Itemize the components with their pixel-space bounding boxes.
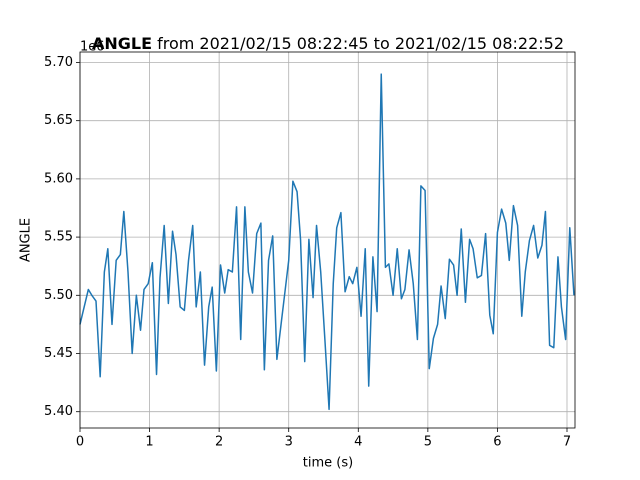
y-tick-label: 5.70 [44, 55, 73, 70]
x-tick-label: 3 [285, 435, 293, 450]
data-line [79, 73, 575, 411]
x-tick-label: 5 [424, 435, 432, 450]
y-tick-label: 5.45 [44, 346, 73, 361]
y-tick-label: 5.60 [44, 171, 73, 186]
title-bold: ANGLE [92, 34, 152, 53]
y-axis-label: ANGLE [19, 218, 34, 262]
title-rest: from 2021/02/15 08:22:45 to 2021/02/15 0… [157, 34, 564, 53]
x-tick-label: 6 [493, 435, 501, 450]
y-tick-label: 5.65 [44, 113, 73, 128]
x-tick-label: 1 [145, 435, 153, 450]
offset-text: 1e6 [80, 40, 105, 55]
x-tick-label: 2 [215, 435, 223, 450]
chart-title: ANGLE from 2021/02/15 08:22:45 to 2021/0… [92, 34, 564, 53]
x-axis-label: time (s) [303, 456, 353, 471]
y-tick-label: 5.40 [44, 404, 73, 419]
y-tick-label: 5.55 [44, 230, 73, 245]
x-tick-label: 0 [76, 435, 84, 450]
x-tick-label: 7 [563, 435, 571, 450]
plot-frame [79, 51, 576, 429]
y-tick-label: 5.50 [44, 288, 73, 303]
x-tick-label: 4 [354, 435, 362, 450]
